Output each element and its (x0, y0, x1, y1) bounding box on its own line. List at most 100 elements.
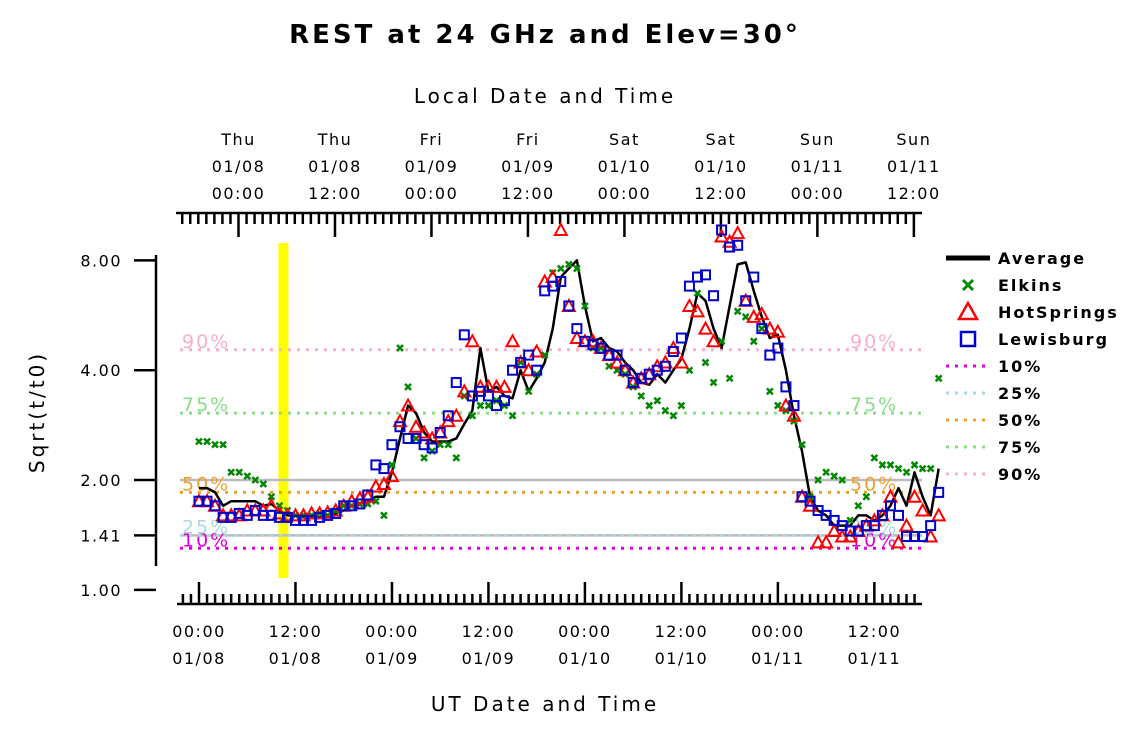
legend-label: HotSprings (998, 303, 1119, 322)
series-hotsprings-point (770, 323, 786, 338)
top-tick-day: Sun (896, 130, 931, 149)
bottom-tick-time: 00:00 (558, 622, 612, 641)
series-lewisburg-point (426, 442, 438, 454)
top-tick-day: Sat (609, 130, 640, 149)
legend-label: 50% (998, 411, 1042, 430)
series-lewisburg-point (515, 356, 527, 368)
series-elkins-point (765, 387, 774, 396)
top-tick-day: Fri (420, 130, 444, 149)
chart-title: REST at 24 GHz and Elev=30° (289, 20, 801, 50)
series-hotsprings-point (673, 354, 690, 369)
series-elkins-point (741, 312, 750, 321)
series-elkins-point (653, 396, 662, 405)
series-elkins-point (452, 454, 461, 462)
bottom-tick-time: 00:00 (365, 622, 419, 641)
series-hotsprings-point (786, 407, 802, 422)
series-hotsprings-point (416, 424, 432, 439)
legend-label: 75% (998, 438, 1042, 457)
bottom-tick-time: 12:00 (655, 622, 709, 641)
series-elkins-point (717, 337, 726, 346)
series-elkins-point (669, 411, 678, 420)
series-elkins-point (396, 344, 404, 352)
series-hotsprings-point (689, 303, 706, 318)
series-hotsprings-point (384, 468, 400, 483)
series-elkins-point (637, 392, 646, 400)
percentile-label-right: 50% (850, 473, 898, 495)
top-tick-day: Sat (706, 130, 737, 149)
series-elkins-point (388, 461, 396, 469)
series-hotsprings-point (930, 507, 947, 522)
top-tick-date: 01/11 (887, 157, 941, 176)
series-elkins-point (219, 440, 228, 449)
series-lewisburg-point (675, 332, 687, 344)
series-elkins-point (677, 401, 686, 410)
top-tick-time: 12:00 (887, 184, 941, 203)
top-tick-day: Thu (317, 130, 353, 149)
series-lewisburg-point (716, 224, 728, 236)
series-hotsprings-point (376, 475, 392, 491)
series-lewisburg-point (917, 531, 929, 543)
series-elkins-point (910, 461, 919, 469)
series-lewisburg-point (434, 426, 446, 438)
series-elkins-point (243, 472, 252, 481)
series-lewisburg-point (571, 323, 583, 335)
top-tick-day: Fri (516, 130, 540, 149)
series-elkins-point (581, 302, 589, 310)
legend-label: 10% (998, 357, 1042, 376)
series-hotsprings-point (898, 517, 915, 532)
y-tick-label: 2.00 (80, 471, 122, 490)
bottom-tick-date: 01/08 (172, 649, 226, 668)
series-elkins-point (564, 260, 573, 269)
series-elkins-point (822, 468, 831, 477)
series-elkins-point (195, 437, 203, 446)
series-lewisburg-point (394, 421, 406, 433)
legend: Average Elkins HotSprings Lewisburg 10% 25% 50… (946, 249, 1119, 484)
series-hotsprings-point (609, 354, 625, 369)
series-hotsprings-point (705, 333, 722, 348)
top-tick-day: Thu (220, 130, 256, 149)
series-elkins-point (733, 307, 742, 316)
bottom-tick-time: 00:00 (172, 622, 226, 641)
series-hotsprings-point (496, 378, 513, 393)
series-elkins-point (878, 461, 887, 469)
series-elkins-point (798, 440, 806, 449)
series-elkins-point (444, 440, 453, 449)
y-tick-label: 1.41 (80, 526, 122, 545)
series-lewisburg-point (732, 239, 744, 251)
series-hotsprings-point (713, 228, 730, 243)
legend-label: Average (998, 249, 1086, 268)
series-hotsprings-point (818, 534, 834, 549)
series-elkins-point (773, 401, 782, 410)
series-hotsprings-point (810, 534, 826, 549)
top-tick-date: 01/10 (598, 157, 652, 176)
series-lewisburg-point (362, 489, 374, 501)
bottom-tick-date: 01/11 (751, 649, 805, 668)
series-elkins-point (227, 468, 236, 477)
series-elkins-point (814, 476, 822, 484)
series-hotsprings-point (754, 305, 770, 321)
series-elkins-point (894, 464, 903, 473)
series-lewisburg-point (764, 349, 776, 361)
series-elkins-point (661, 406, 670, 415)
series-elkins-point (862, 492, 871, 501)
series-lewisburg-point (450, 377, 462, 389)
series-lewisburg-point (563, 300, 575, 312)
series-elkins-point (556, 264, 565, 273)
series-elkins-point (749, 337, 758, 346)
series-lewisburg-point (523, 349, 535, 361)
series-elkins-point (380, 511, 388, 520)
bottom-tick-time: 12:00 (462, 622, 516, 641)
series-elkins-point (211, 440, 219, 449)
series-elkins-point (420, 454, 429, 462)
y-tick-label: 1.00 (80, 581, 122, 600)
series-elkins-point (918, 464, 927, 473)
series-elkins-point (404, 383, 412, 391)
series-lewisburg-point (611, 349, 623, 361)
series-elkins-point (693, 289, 702, 298)
series-lewisburg-point (884, 500, 896, 512)
series-lewisburg-point (619, 364, 631, 376)
series-lewisburg-point (933, 486, 945, 498)
series-hotsprings-point (360, 488, 376, 503)
legend-elkins-swatch (961, 278, 975, 292)
series-lewisburg-point (748, 271, 760, 283)
